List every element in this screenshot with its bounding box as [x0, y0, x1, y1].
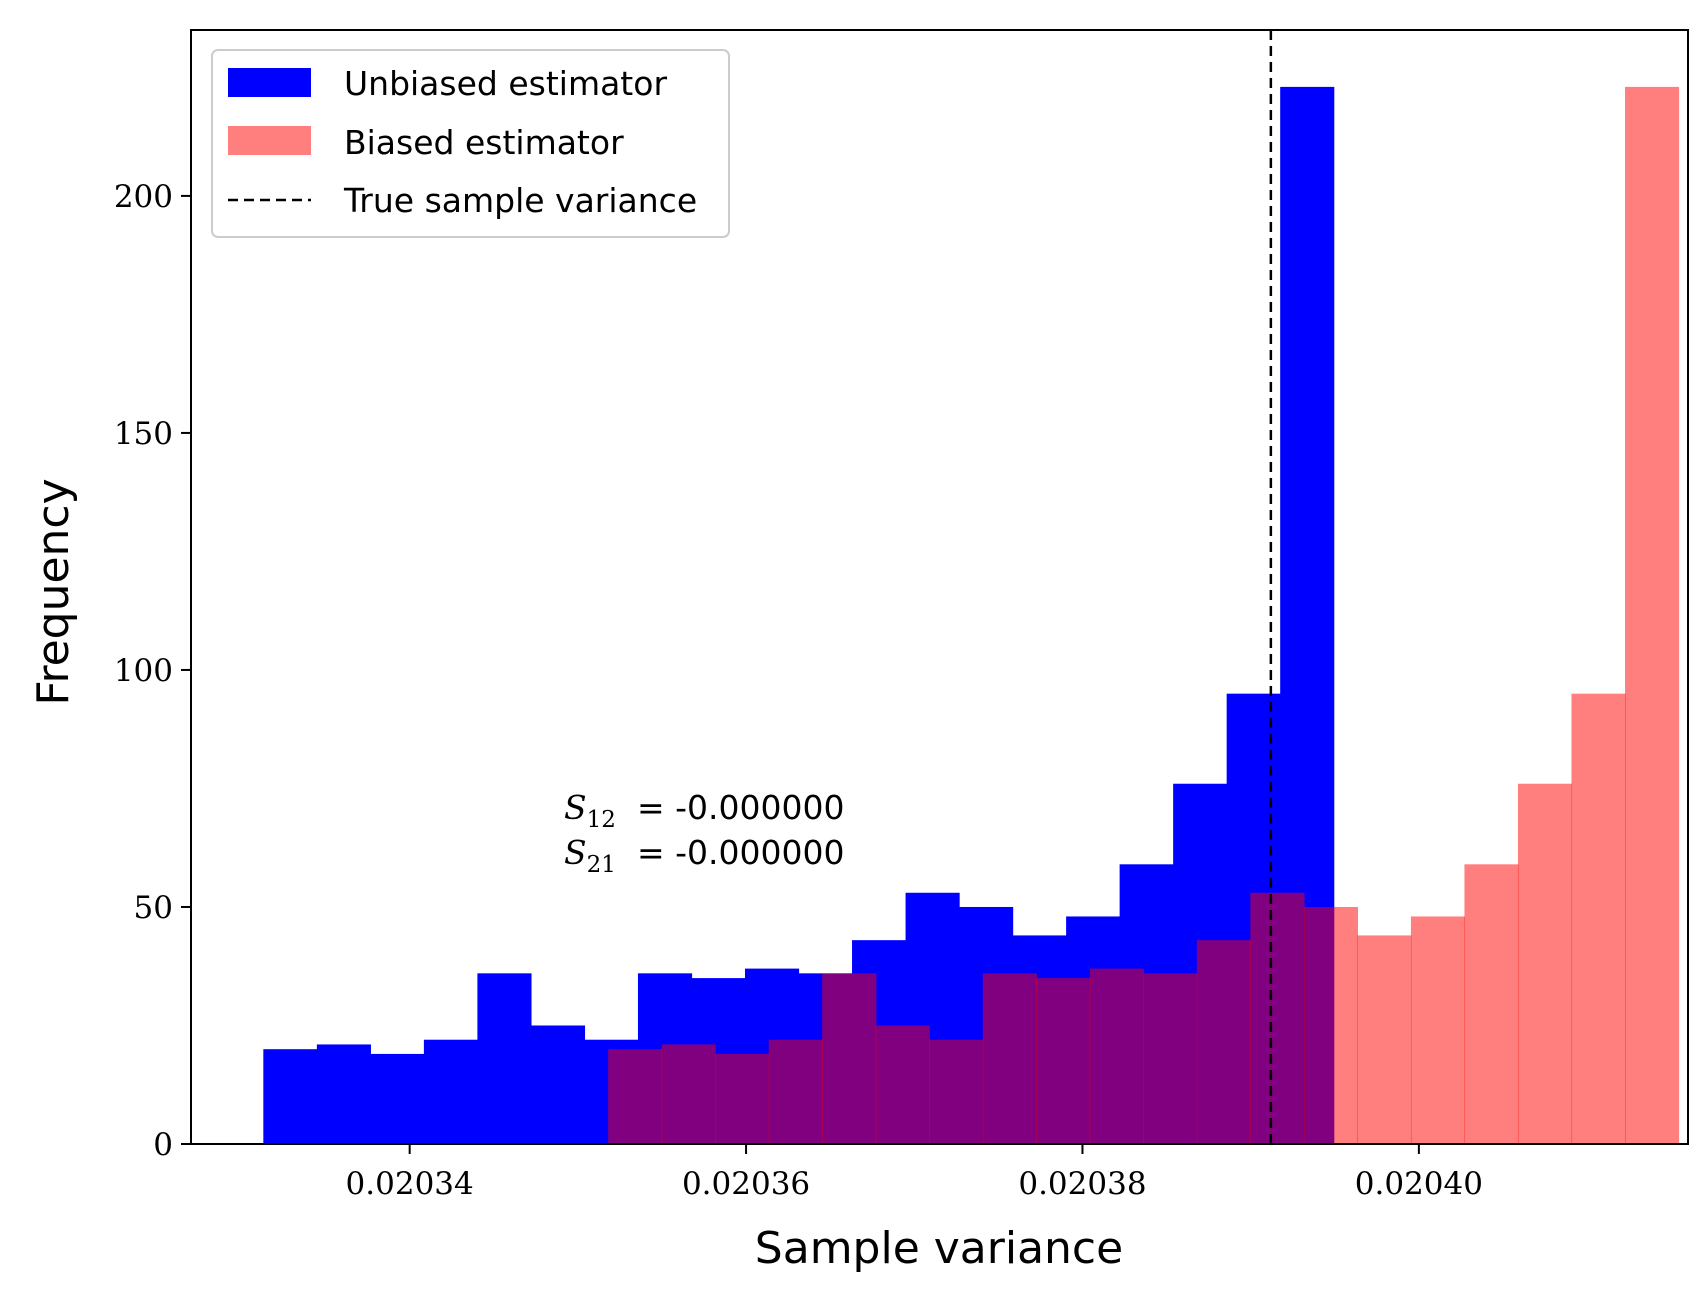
- legend-swatch-unbiased: [228, 68, 311, 97]
- annotation: S12 = -0.000000 S21 = -0.000000: [564, 788, 845, 878]
- bar: [477, 973, 532, 1144]
- bar: [1303, 906, 1358, 1144]
- bar: [1196, 940, 1251, 1144]
- bar: [263, 1049, 318, 1144]
- bar: [822, 973, 877, 1144]
- plot-frame: [190, 29, 1689, 1145]
- svg-text:S21: S21: [564, 833, 616, 878]
- x-tick-label: 0.02038: [1018, 1166, 1146, 1202]
- y-tick-label: 100: [114, 653, 173, 689]
- bar: [1624, 86, 1680, 1144]
- x-tick-label: 0.02036: [682, 1166, 810, 1202]
- bar: [1464, 864, 1519, 1144]
- bar: [768, 1039, 823, 1144]
- bar: [1357, 935, 1412, 1144]
- legend: Unbiased estimator Biased estimator True…: [211, 49, 730, 238]
- x-axis-label: Sample variance: [755, 1223, 1123, 1274]
- series-biased: [608, 86, 1680, 1144]
- legend-label-unbiased: Unbiased estimator: [344, 64, 667, 103]
- legend-label-true-variance: True sample variance: [343, 181, 697, 220]
- bar: [715, 1053, 770, 1144]
- annotation-subscript-1: 12: [587, 807, 616, 833]
- bar: [530, 1025, 586, 1144]
- y-axis-label: Frequency: [28, 478, 79, 705]
- bar: [1517, 783, 1573, 1144]
- bar: [1036, 978, 1091, 1144]
- histogram-bars: [263, 86, 1680, 1144]
- bar: [1143, 973, 1198, 1144]
- bar: [1571, 693, 1626, 1144]
- svg-text:S12: S12: [564, 788, 616, 833]
- bar: [661, 1044, 716, 1144]
- axis-ticks: 0.02034 0.02036 0.02038 0.02040 0 50 100 150 200: [114, 179, 1483, 1202]
- bar: [929, 1039, 984, 1144]
- bar: [608, 1049, 663, 1144]
- legend-label-biased: Biased estimator: [344, 123, 624, 162]
- bar: [316, 1044, 371, 1144]
- annotation-symbol-1: S: [564, 788, 587, 827]
- y-tick-label: 200: [114, 179, 173, 215]
- x-tick-label: 0.02040: [1355, 1166, 1483, 1202]
- bar: [1089, 968, 1144, 1144]
- y-tick-label: 150: [114, 416, 173, 452]
- annotation-value-1: = -0.000000: [637, 788, 845, 827]
- bar: [982, 973, 1037, 1144]
- legend-swatch-biased: [228, 126, 311, 155]
- y-tick-label: 0: [153, 1127, 173, 1163]
- legend-box: [211, 49, 730, 238]
- x-tick-label: 0.02034: [346, 1166, 474, 1202]
- bar: [875, 1025, 930, 1144]
- y-tick-label: 50: [134, 890, 173, 926]
- bar: [1410, 916, 1466, 1144]
- bar: [1250, 892, 1305, 1144]
- annotation-symbol-2: S: [564, 833, 587, 872]
- annotation-subscript-2: 21: [587, 852, 616, 878]
- annotation-value-2: = -0.000000: [637, 833, 845, 872]
- bar: [423, 1039, 478, 1144]
- bar: [370, 1053, 425, 1144]
